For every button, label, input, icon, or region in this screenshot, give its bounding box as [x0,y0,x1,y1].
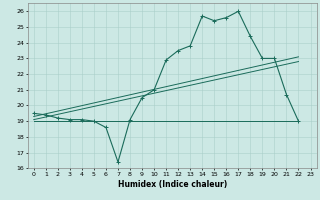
X-axis label: Humidex (Indice chaleur): Humidex (Indice chaleur) [117,180,227,189]
